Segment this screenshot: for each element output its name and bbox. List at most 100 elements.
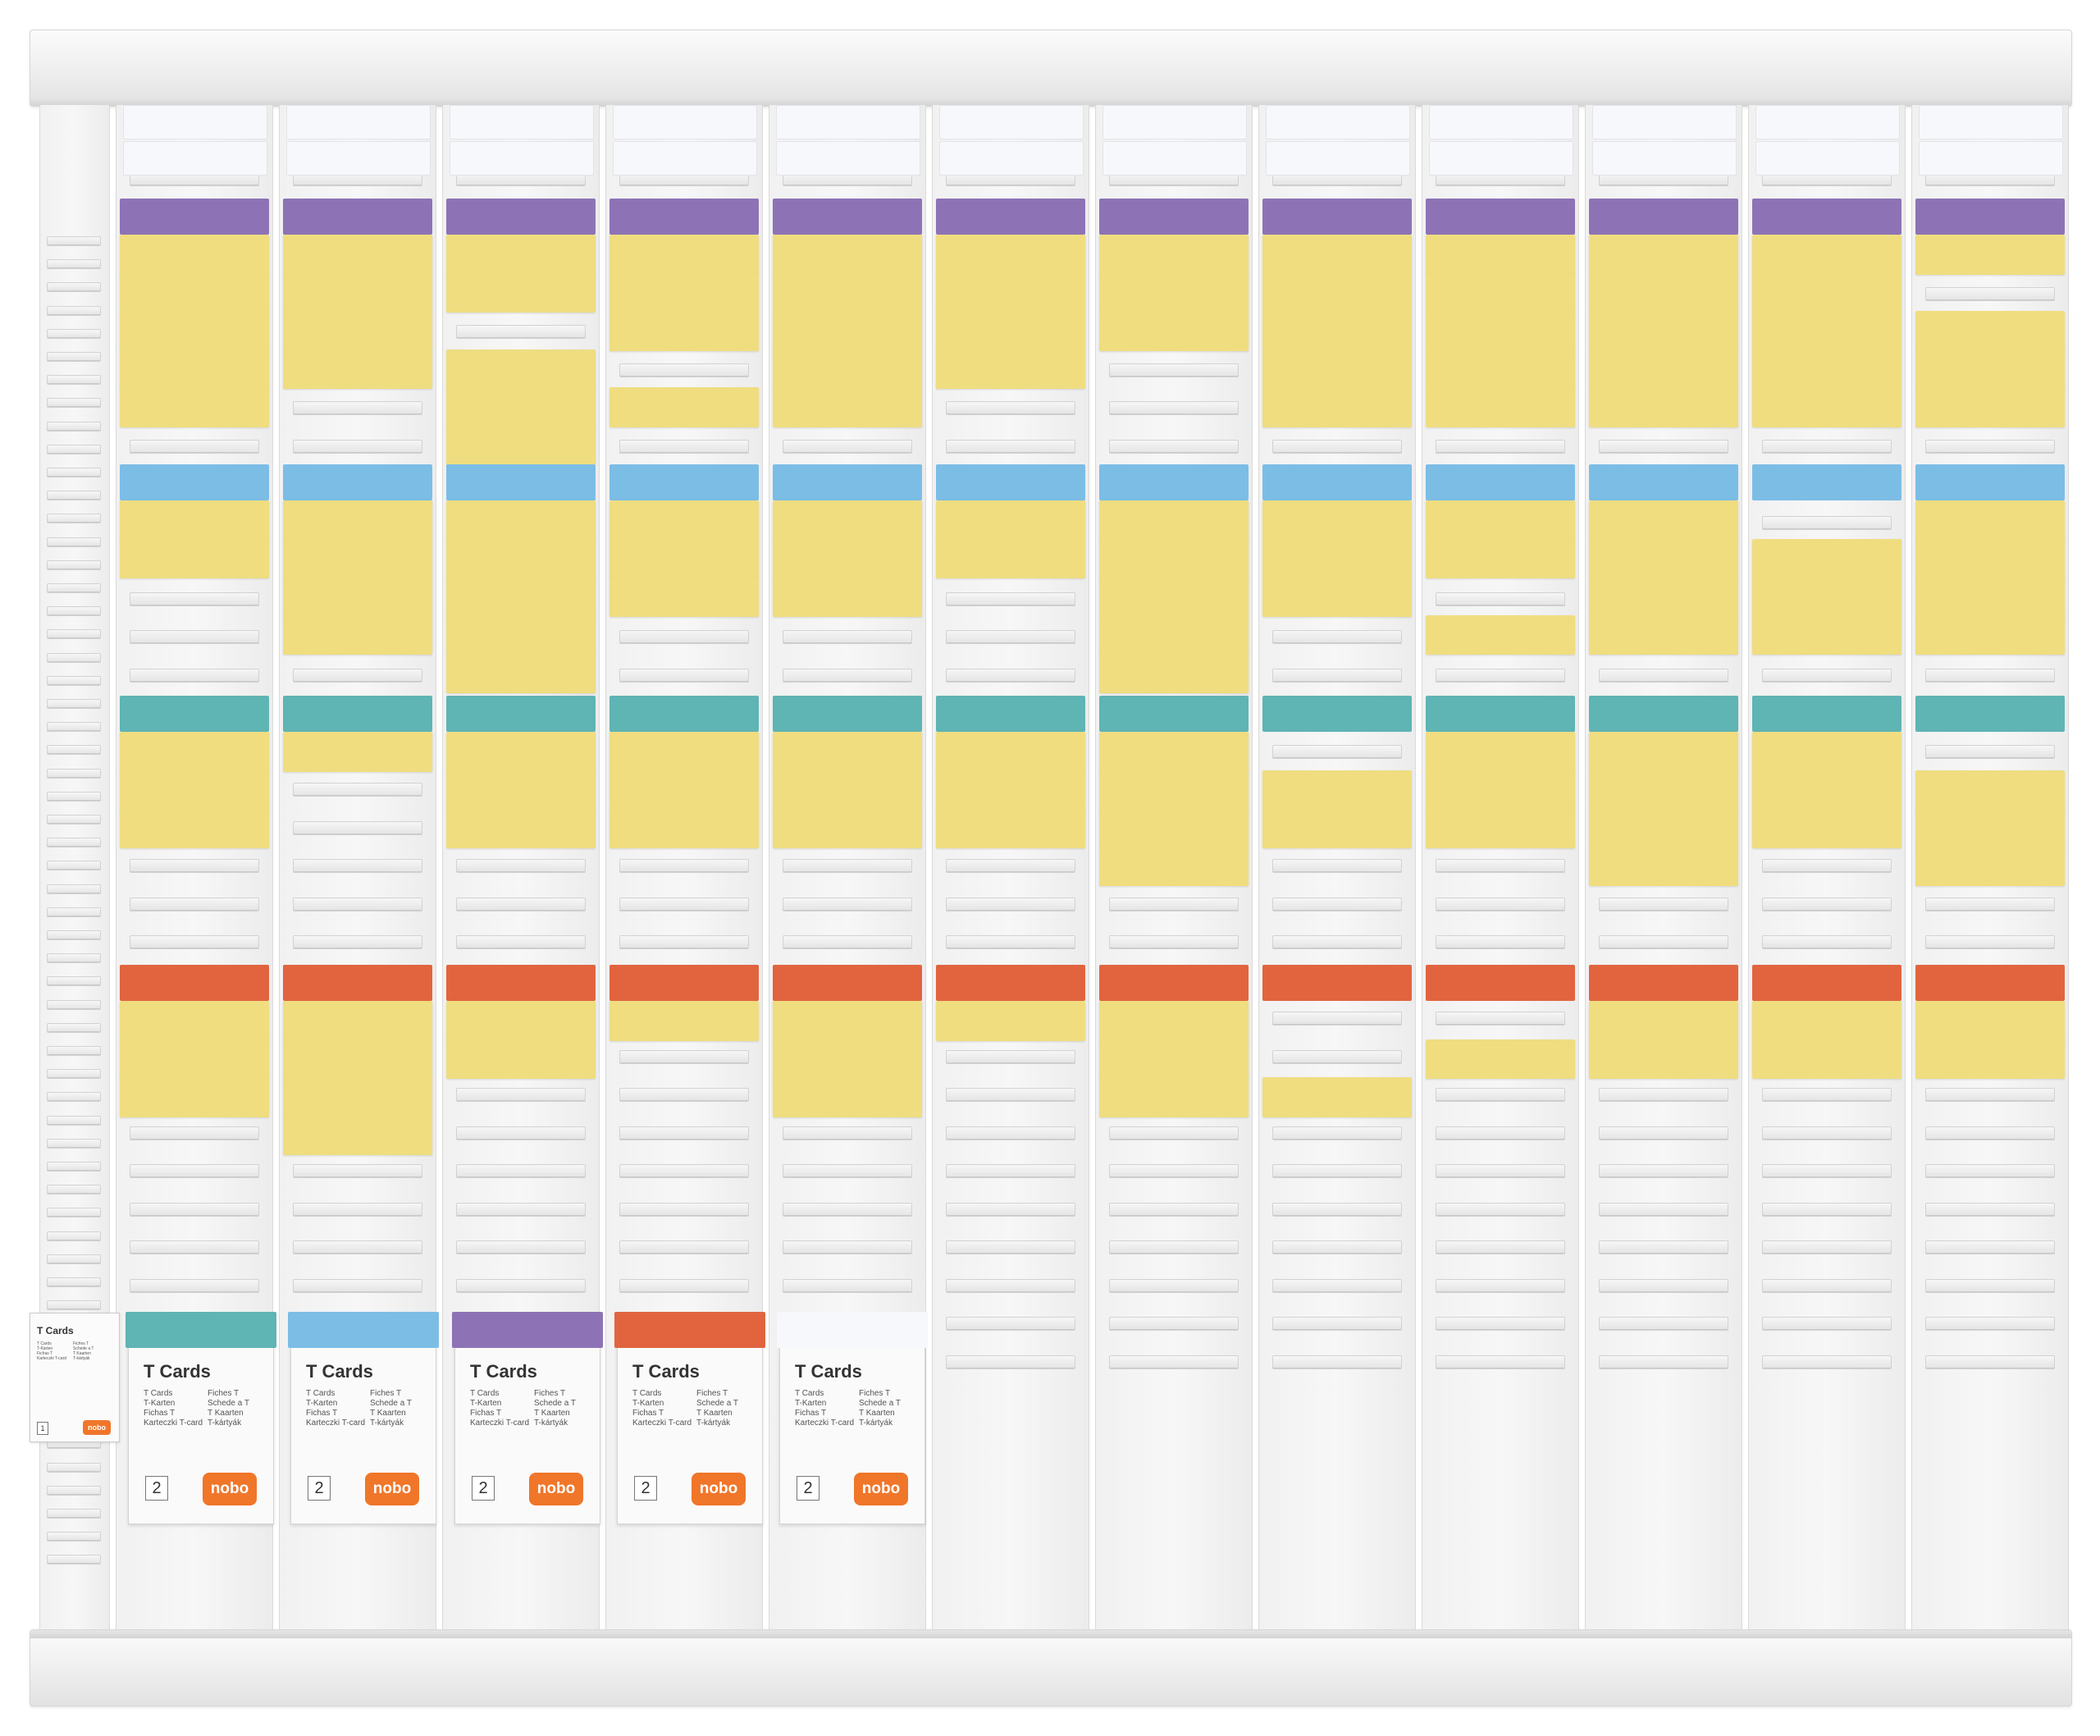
t-card[interactable] [446, 425, 596, 465]
t-card[interactable] [1915, 770, 2065, 810]
section-tab-red[interactable] [1915, 965, 2065, 1001]
section-tab-blue[interactable] [446, 464, 596, 500]
section-tab-teal[interactable] [120, 696, 269, 732]
t-card[interactable] [1589, 349, 1738, 389]
t-card[interactable] [446, 349, 596, 389]
t-card[interactable] [936, 349, 1085, 389]
t-card[interactable] [936, 272, 1085, 313]
t-card[interactable] [120, 538, 269, 578]
t-card[interactable] [1915, 1039, 2065, 1079]
t-card[interactable] [283, 577, 432, 617]
t-card[interactable] [1262, 311, 1412, 351]
t-card[interactable] [120, 1001, 269, 1041]
section-tab-purple[interactable] [283, 199, 432, 235]
t-card[interactable] [1589, 538, 1738, 578]
t-card[interactable] [773, 538, 922, 578]
t-card[interactable] [1426, 732, 1575, 772]
header-tab[interactable] [1429, 141, 1573, 176]
header-tab[interactable] [776, 141, 920, 176]
header-tab[interactable] [1919, 105, 2063, 139]
t-card[interactable] [773, 770, 922, 810]
t-card[interactable] [1262, 349, 1412, 389]
t-card[interactable] [1426, 538, 1575, 578]
t-card[interactable] [1752, 272, 1901, 313]
t-card[interactable] [1915, 387, 2065, 427]
section-tab-blue[interactable] [1426, 464, 1575, 500]
t-card[interactable] [120, 770, 269, 810]
t-card[interactable] [1752, 1039, 1901, 1079]
t-card[interactable] [120, 732, 269, 772]
t-card[interactable] [1752, 732, 1901, 772]
t-card[interactable] [1099, 770, 1249, 810]
header-tab[interactable] [286, 105, 431, 139]
t-card[interactable] [1262, 577, 1412, 617]
t-card[interactable] [1426, 614, 1575, 655]
t-card[interactable] [1426, 1039, 1575, 1079]
t-card[interactable] [609, 500, 759, 541]
t-card[interactable] [120, 387, 269, 427]
t-card[interactable] [1752, 1001, 1901, 1041]
t-card[interactable] [936, 311, 1085, 351]
section-tab-blue[interactable] [1099, 464, 1249, 500]
section-tab-teal[interactable] [1915, 696, 2065, 732]
t-card[interactable] [120, 500, 269, 541]
t-card[interactable] [609, 1001, 759, 1041]
section-tab-red[interactable] [1262, 965, 1412, 1001]
section-tab-teal[interactable] [1752, 696, 1901, 732]
t-card[interactable] [283, 1115, 432, 1155]
t-card[interactable] [1262, 1077, 1412, 1117]
t-card[interactable] [120, 235, 269, 275]
section-tab-red[interactable] [1589, 965, 1738, 1001]
t-card[interactable] [609, 387, 759, 427]
t-card[interactable] [773, 577, 922, 617]
t-card[interactable] [1099, 235, 1249, 275]
section-tab-teal[interactable] [609, 696, 759, 732]
t-card[interactable] [283, 272, 432, 313]
t-card[interactable] [936, 1001, 1085, 1041]
t-card[interactable] [773, 732, 922, 772]
t-card[interactable] [1099, 614, 1249, 655]
t-card[interactable] [1915, 614, 2065, 655]
t-card[interactable] [773, 272, 922, 313]
t-card[interactable] [446, 808, 596, 848]
section-tab-blue[interactable] [773, 464, 922, 500]
section-tab-blue[interactable] [1262, 464, 1412, 500]
t-card[interactable] [1589, 272, 1738, 313]
t-card[interactable] [120, 1077, 269, 1117]
t-card[interactable] [283, 732, 432, 772]
t-card[interactable] [446, 732, 596, 772]
section-tab-blue[interactable] [936, 464, 1085, 500]
t-card[interactable] [446, 1001, 596, 1041]
header-tab[interactable] [123, 141, 267, 176]
t-card[interactable] [283, 538, 432, 578]
t-card[interactable] [609, 272, 759, 313]
t-card[interactable] [1589, 577, 1738, 617]
t-card[interactable] [936, 538, 1085, 578]
header-tab[interactable] [286, 141, 431, 176]
t-card[interactable] [773, 235, 922, 275]
t-card[interactable] [773, 1077, 922, 1117]
t-card[interactable] [283, 235, 432, 275]
t-card[interactable] [1752, 808, 1901, 848]
t-card[interactable] [1589, 387, 1738, 427]
t-card[interactable] [446, 272, 596, 313]
t-card[interactable] [773, 808, 922, 848]
t-card[interactable] [120, 349, 269, 389]
t-card[interactable] [446, 387, 596, 427]
t-card[interactable] [1099, 500, 1249, 541]
t-card[interactable] [773, 500, 922, 541]
t-card[interactable] [1426, 500, 1575, 541]
t-card[interactable] [446, 577, 596, 617]
t-card[interactable] [1099, 1039, 1249, 1079]
section-tab-purple[interactable] [446, 199, 596, 235]
header-tab[interactable] [1266, 141, 1410, 176]
t-card[interactable] [1752, 235, 1901, 275]
section-tab-red[interactable] [936, 965, 1085, 1001]
t-card[interactable] [1915, 235, 2065, 275]
t-card[interactable] [1915, 808, 2065, 848]
section-tab-teal[interactable] [446, 696, 596, 732]
section-tab-purple[interactable] [120, 199, 269, 235]
t-card[interactable] [446, 538, 596, 578]
section-tab-purple[interactable] [1915, 199, 2065, 235]
t-card[interactable] [1589, 500, 1738, 541]
